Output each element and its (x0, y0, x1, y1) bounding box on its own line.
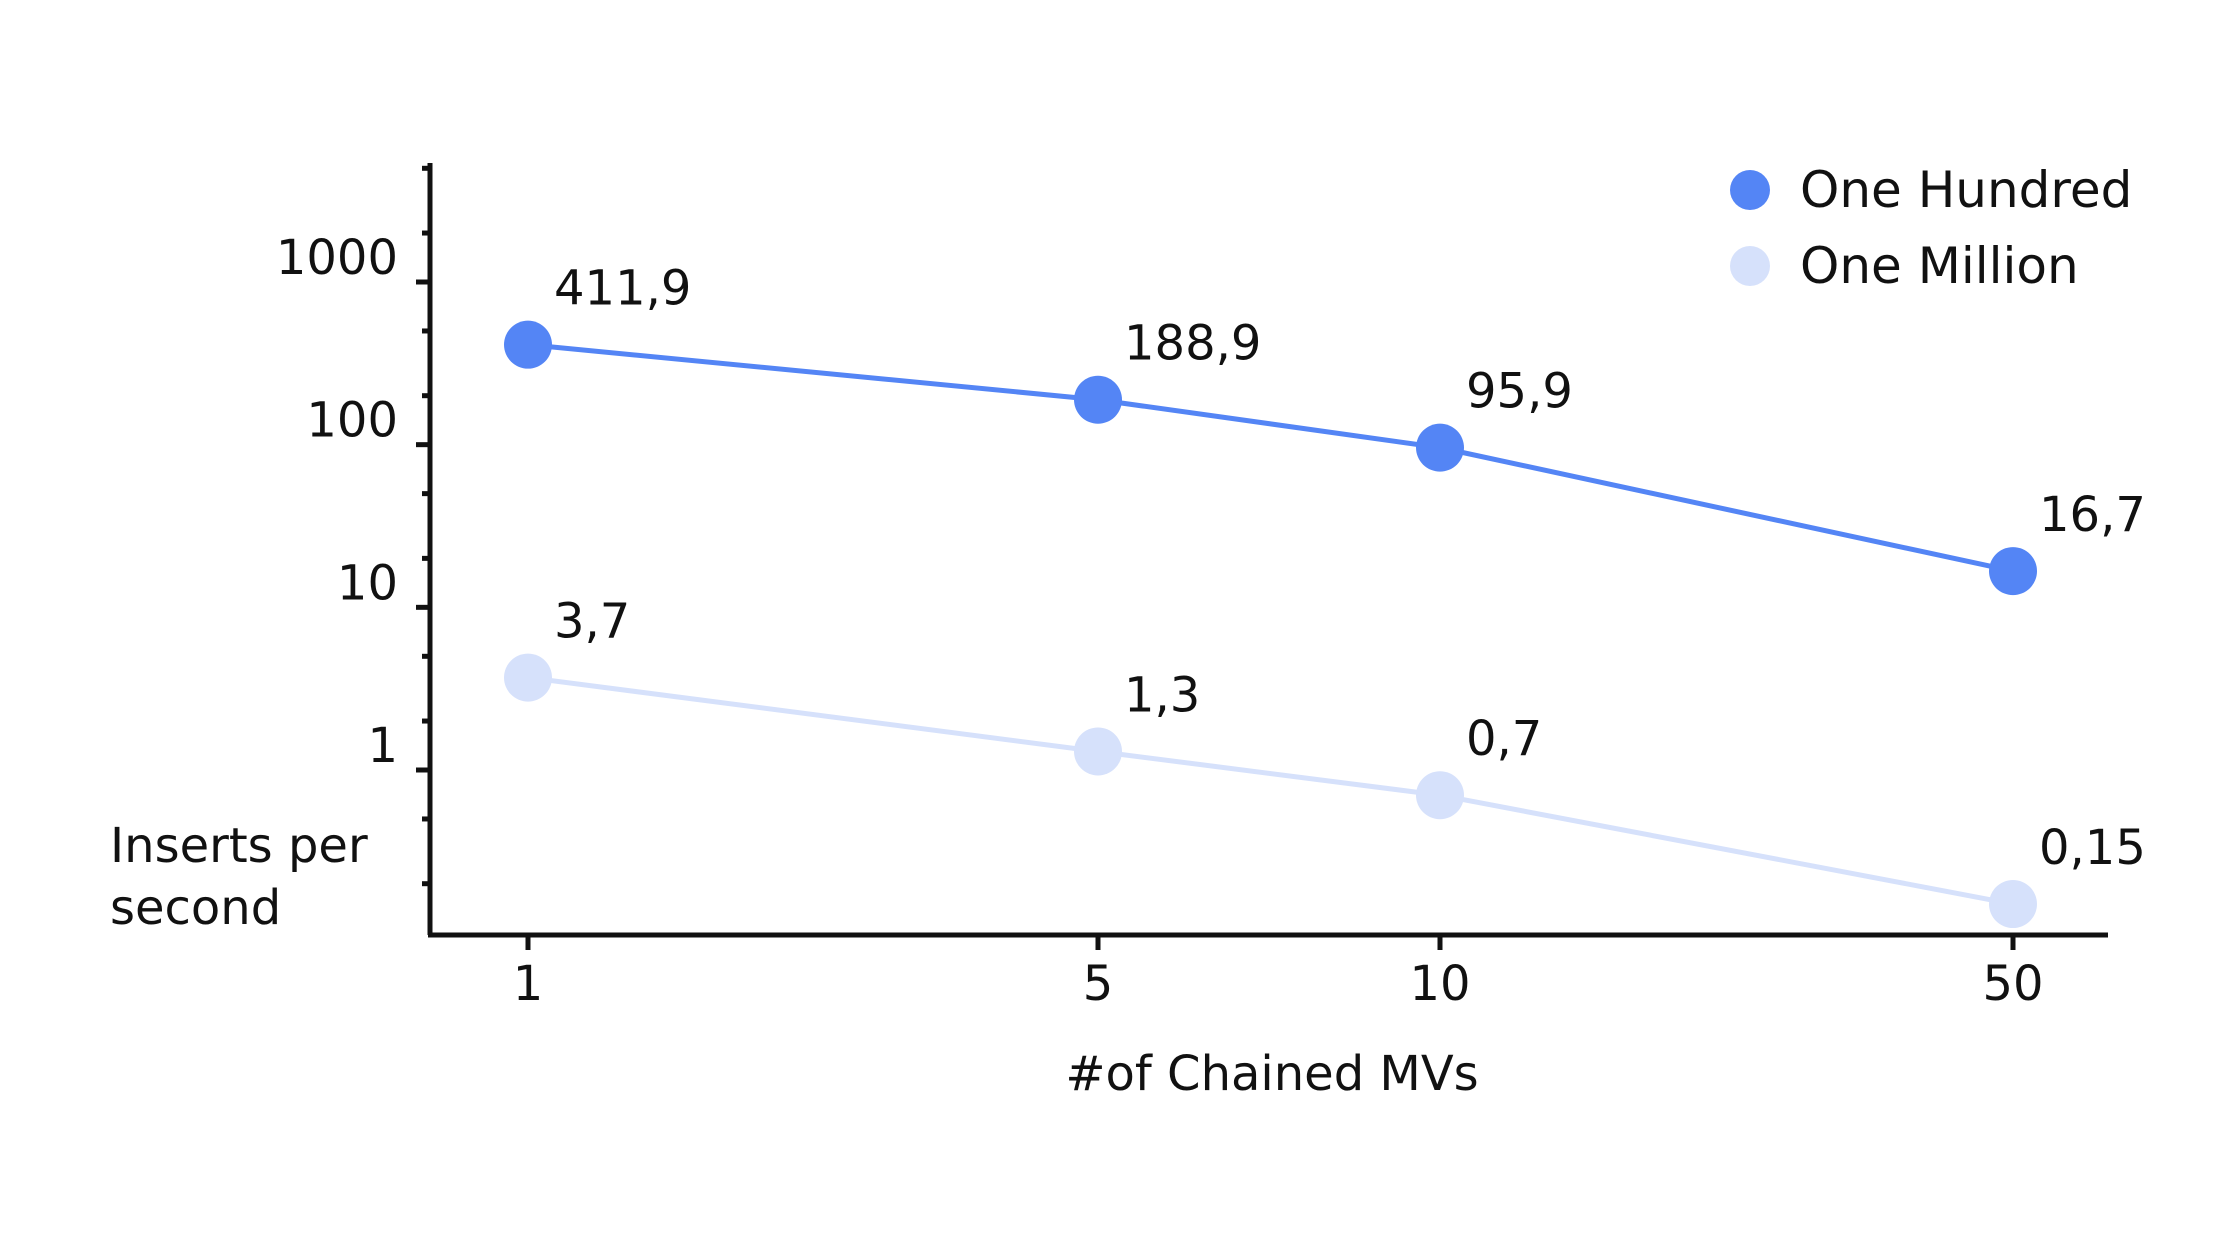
data-point (504, 653, 552, 702)
y-tick-label: 10 (337, 555, 398, 611)
series-one-hundred: 411,9 188,9 95,9 16,7 (504, 261, 2146, 596)
y-axis-title-line-2: second (110, 880, 281, 936)
legend-label: One Million (1800, 237, 2079, 295)
data-label: 3,7 (554, 594, 630, 650)
data-point (1989, 547, 2037, 596)
data-point (1074, 375, 1122, 424)
x-axis-ticks: 1 5 10 50 (513, 935, 2044, 1012)
data-point (1416, 771, 1464, 820)
x-tick-label: 10 (1409, 956, 1470, 1012)
data-point (504, 320, 552, 369)
data-label: 411,9 (554, 261, 691, 317)
data-label: 188,9 (1124, 316, 1261, 372)
data-point (1989, 880, 2037, 929)
x-axis-title: #of Chained MVs (1065, 1046, 1478, 1102)
y-axis-title-line-1: Inserts per (110, 818, 368, 874)
legend: One Hundred One Million (1730, 161, 2132, 295)
legend-marker (1730, 170, 1770, 210)
series-one-million: 3,7 1,3 0,7 0,15 (504, 594, 2146, 929)
data-label: 16,7 (2039, 487, 2146, 543)
legend-label: One Hundred (1800, 161, 2132, 219)
y-tick-label: 1000 (276, 230, 398, 286)
data-label: 0,7 (1466, 711, 1542, 767)
y-axis-title: Inserts per second (110, 818, 368, 936)
x-tick-label: 1 (513, 956, 544, 1012)
y-tick-label: 1 (367, 718, 398, 774)
axes (427, 163, 2108, 938)
legend-marker (1730, 246, 1770, 286)
data-label: 95,9 (1466, 364, 1573, 420)
data-point (1416, 423, 1464, 472)
series-line (527, 675, 2014, 907)
data-label: 1,3 (1124, 667, 1200, 723)
data-point (1074, 727, 1122, 776)
y-axis-ticks: 1 10 100 1000 (276, 165, 430, 887)
x-tick-label: 5 (1083, 956, 1114, 1012)
series-layer: 3,7 1,3 0,7 0,15 411,9 188,9 95,9 16,7 (504, 261, 2146, 929)
series-line (527, 342, 2014, 574)
data-label: 0,15 (2039, 820, 2146, 876)
y-tick-label: 100 (306, 393, 398, 449)
x-tick-label: 50 (1982, 956, 2043, 1012)
